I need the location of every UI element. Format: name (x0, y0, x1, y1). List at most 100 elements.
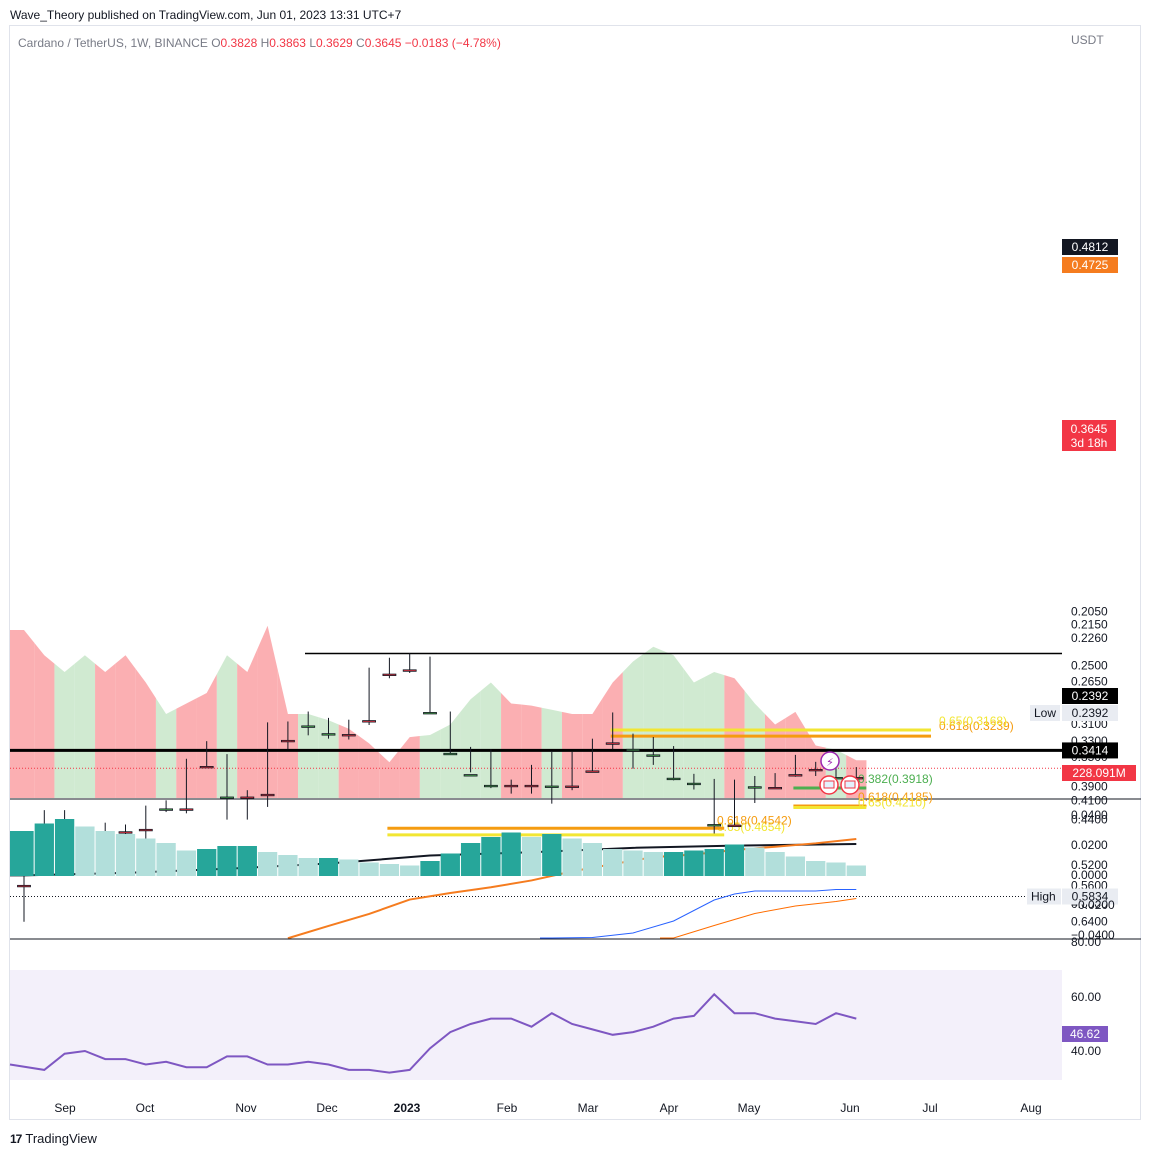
macd-histogram-bar (623, 850, 643, 876)
volume-segment (196, 674, 217, 798)
macd-histogram-bar (542, 834, 562, 876)
candle (382, 657, 397, 679)
candle (768, 773, 782, 790)
candle (280, 721, 295, 750)
candle (687, 773, 701, 790)
macd-histogram-bar (481, 837, 501, 876)
candle (646, 737, 661, 765)
macd-histogram-bar (400, 865, 420, 876)
high-value-label-bg (1062, 888, 1118, 905)
fib-label: 0.65(0.3168) (939, 714, 1007, 728)
price-tick: 0.2650 (1071, 674, 1108, 688)
macd-histogram-bar (501, 832, 521, 876)
time-tick: Nov (235, 1101, 256, 1115)
volume-segment (358, 736, 380, 798)
horizontal-levels (10, 652, 1062, 897)
candle (524, 764, 539, 794)
time-tick: Jun (840, 1101, 859, 1115)
candle (159, 800, 174, 813)
volume-segment (683, 668, 705, 798)
tradingview-footer[interactable]: 17 TradingView (10, 1131, 97, 1146)
fib-label: 0.65(0.4210) (858, 796, 926, 810)
macd-histogram-bar (582, 843, 603, 876)
candle-body (687, 782, 701, 786)
legend-part: C (356, 36, 365, 50)
time-tick: Apr (660, 1101, 679, 1115)
candle-body (483, 784, 498, 788)
high-tag: High (1031, 889, 1056, 903)
price-tick: 0.6400 (1071, 915, 1108, 929)
lightning-event-icon (820, 751, 840, 771)
candle-body (280, 739, 295, 743)
candle-body (260, 793, 275, 797)
time-tick: Oct (136, 1101, 155, 1115)
event-icons: ⚡ (819, 751, 860, 795)
time-axis: Sep Oct Nov Dec 2023 Feb Mar Apr May Jun Jul Aug (54, 1101, 1041, 1115)
rsi-tick: 40.00 (1071, 1044, 1101, 1058)
macd-histogram-bar (684, 850, 704, 876)
candle-body (199, 766, 214, 769)
macd-histogram-bar (318, 858, 339, 876)
macd-histogram-bar (176, 850, 197, 876)
candle (788, 754, 803, 777)
legend-part: L (309, 36, 316, 50)
macd-histogram-bar (237, 846, 257, 876)
candle (199, 741, 214, 769)
low-price-label: 0.2392 (1072, 689, 1109, 703)
macd-histogram-bar (420, 861, 440, 876)
ma-50-price-label-bg (1062, 257, 1118, 273)
macd-histogram-bar (115, 834, 136, 876)
volume-segment (34, 642, 55, 798)
candle (341, 719, 356, 740)
macd-histogram-bar (704, 849, 724, 876)
volume-segment (419, 729, 441, 798)
rsi-line (9, 992, 857, 1074)
volume-segment (135, 668, 156, 798)
low-value-label-bg (1062, 705, 1118, 721)
candle (220, 754, 234, 820)
tradingview-brand: TradingView (25, 1131, 97, 1146)
macd-histogram-bar (846, 865, 866, 876)
candle-body (666, 777, 681, 781)
macd-histogram-bar (379, 864, 400, 876)
macd-histogram-bar (156, 843, 176, 876)
high-tag-bg (1027, 888, 1061, 905)
macd-histogram-bar (95, 831, 115, 876)
macd-tick: 0.0400 (1071, 808, 1108, 822)
price-tick: 0.3900 (1071, 780, 1108, 794)
candle (402, 653, 417, 674)
candle-body (17, 884, 31, 888)
low-value-label: 0.2392 (1072, 706, 1109, 720)
low-tag-bg (1030, 705, 1060, 721)
ma-200-price-label-bg (1062, 239, 1118, 255)
candle-body (463, 774, 478, 777)
rsi-band (10, 970, 1062, 1080)
macd-histogram-bar (643, 852, 663, 876)
candle (605, 712, 620, 750)
volume-segment (176, 698, 197, 798)
macd-histogram-bar (278, 855, 298, 876)
candle (301, 711, 316, 736)
candle-body (646, 754, 661, 757)
macd-histogram-bar (217, 846, 237, 876)
high-value-label: 0.5834 (1072, 889, 1109, 903)
ohlc-legend: Cardano / TetherUS, 1W, BINANCE O0.3828 … (18, 36, 501, 50)
volume-segment (744, 690, 765, 798)
candle-body (524, 784, 539, 788)
volume-segment (460, 690, 481, 798)
candle-body (727, 824, 742, 828)
volume-segment (74, 655, 96, 798)
candle (626, 733, 640, 769)
fib-label: 0.618(0.4542) (717, 813, 792, 827)
time-tick: Mar (578, 1101, 599, 1115)
chart-frame (9, 25, 1141, 1120)
candle (463, 746, 478, 777)
price-tick: 0.4400 (1071, 813, 1108, 827)
volume-segment (298, 714, 319, 798)
candle-body (707, 824, 722, 827)
candle-body (138, 828, 153, 832)
macd-histogram-bar (75, 826, 95, 876)
legend-part: 0.3828 (221, 36, 261, 50)
